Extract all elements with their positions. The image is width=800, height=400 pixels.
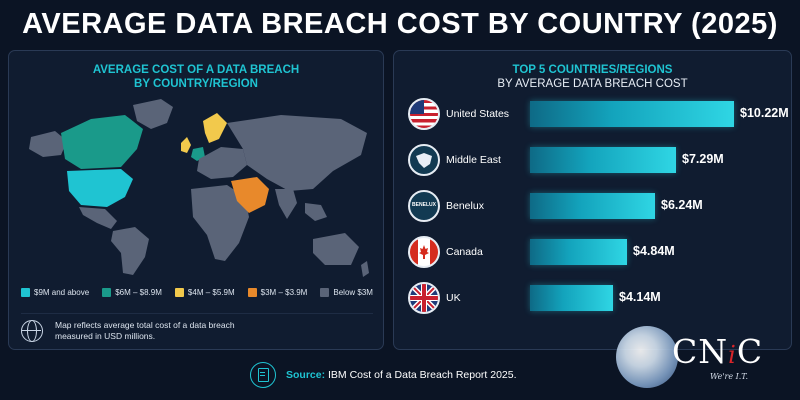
map-south-america (111, 227, 149, 275)
map-panel-title-line1: AVERAGE COST OF A DATA BREACH (92, 64, 300, 76)
uk-flag-icon (408, 282, 440, 314)
legend-label: $9M and above (34, 288, 90, 297)
legend-item: $3M – $3.9M (247, 288, 308, 297)
legend-item: $4M – $5.9M (174, 288, 235, 297)
legend-swatch (21, 288, 30, 297)
map-se-asia (305, 203, 327, 221)
bar-row: UK $4.14M (408, 281, 783, 315)
bar-value-label: $6.24M (661, 198, 703, 212)
us-flag-icon (408, 98, 440, 130)
legend-swatch (320, 288, 330, 297)
legend-item: $9M and above (21, 288, 89, 297)
source-label: Source: (286, 369, 326, 381)
map-mexico (79, 207, 117, 229)
legend-label: $4M – $5.9M (187, 288, 235, 297)
bar-value-label: $4.84M (633, 244, 675, 258)
legend-swatch (247, 288, 257, 297)
bar-mark (530, 239, 627, 265)
bar-mark (530, 193, 655, 219)
map-note-line2: measured in USD millions. (55, 331, 156, 341)
map-legend: $9M and above $6M – $8.9M $4M – $5.9M $3… (21, 288, 373, 297)
map-india (275, 189, 297, 219)
legend-label: $3M – $3.9M (260, 288, 308, 297)
map-nordics (203, 113, 227, 143)
map-note-line1: Map reflects average total cost of a dat… (55, 320, 235, 330)
logo-wordmark: CNiC (672, 332, 764, 371)
map-new-zealand (361, 261, 369, 277)
benelux-badge-text: BENELUX (412, 202, 436, 208)
bar-mark (530, 285, 613, 311)
legend-label: $6M – $8.9M (115, 288, 162, 297)
chart-title-line2: BY AVERAGE DATA BREACH COST (497, 78, 688, 90)
canada-flag-icon (408, 236, 440, 268)
bar-mark (530, 147, 676, 173)
map-australia (313, 233, 359, 265)
bar-chart-panel: TOP 5 COUNTRIES/REGIONS BY AVERAGE DATA … (393, 50, 792, 350)
document-icon (250, 362, 276, 388)
bar-category-label: United States (446, 108, 510, 120)
map-canada (61, 115, 143, 169)
legend-item: $6M – $8.9M (102, 288, 162, 297)
map-usa (67, 169, 133, 207)
bar-category-label: UK (446, 292, 461, 304)
legend-swatch (174, 288, 184, 297)
world-map (29, 99, 369, 277)
bar-row: BENELUX Benelux $6.24M (408, 189, 783, 223)
bar-category-label: Benelux (446, 200, 484, 212)
globe-icon (21, 320, 43, 342)
map-uk (181, 137, 191, 153)
source-text: IBM Cost of a Data Breach Report 2025. (328, 369, 517, 381)
logo-tagline: We're I.T. (710, 372, 749, 381)
map-benelux (191, 147, 205, 161)
bar-category-label: Middle East (446, 154, 501, 166)
map-panel: AVERAGE COST OF A DATA BREACH BY COUNTRY… (8, 50, 384, 350)
bar-category-label: Canada (446, 246, 483, 258)
logo-globe-icon (616, 326, 678, 388)
bar-mark (530, 101, 734, 127)
map-middle-east (231, 177, 269, 213)
map-greenland (133, 99, 173, 129)
bar-value-label: $7.29M (682, 152, 724, 166)
legend-swatch (102, 288, 112, 297)
bar-value-label: $10.22M (740, 106, 789, 120)
map-asia (227, 115, 367, 191)
map-europe (197, 147, 247, 179)
legend-item: Below $3M (320, 288, 373, 297)
chart-title-line1: TOP 5 COUNTRIES/REGIONS (512, 64, 673, 76)
source-line: Source: IBM Cost of a Data Breach Report… (250, 362, 517, 388)
map-note: Map reflects average total cost of a dat… (21, 313, 373, 342)
bar-row: United States $10.22M (408, 97, 789, 131)
map-alaska (29, 131, 67, 157)
legend-label: Below $3M (333, 288, 373, 297)
bar-value-label: $4.14M (619, 290, 661, 304)
benelux-badge-icon: BENELUX (408, 190, 440, 222)
cnic-logo: CNiC We're I.T. (612, 322, 790, 392)
bar-row: Canada $4.84M (408, 235, 783, 269)
map-africa (191, 185, 249, 261)
bar-row: Middle East $7.29M (408, 143, 783, 177)
page-title: AVERAGE DATA BREACH COST BY COUNTRY (202… (22, 8, 778, 40)
middle-east-map-icon (408, 144, 440, 176)
map-panel-title-line2: BY COUNTRY/REGION (134, 78, 258, 90)
